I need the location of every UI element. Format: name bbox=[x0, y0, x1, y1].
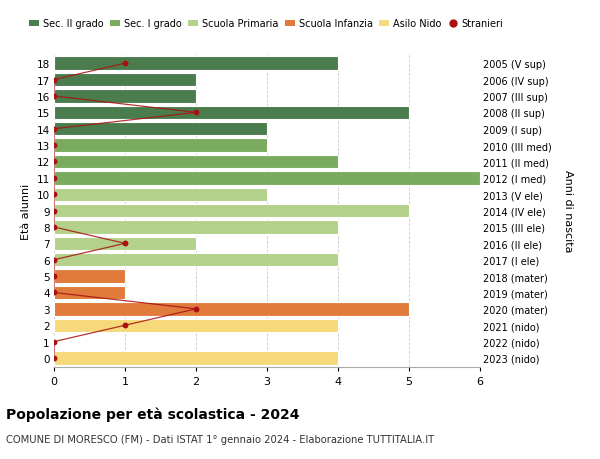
Point bbox=[120, 322, 130, 329]
Point bbox=[49, 354, 59, 362]
Point bbox=[49, 77, 59, 84]
Bar bbox=[54, 221, 338, 234]
Point bbox=[49, 289, 59, 297]
Bar bbox=[54, 139, 267, 152]
Point bbox=[191, 109, 201, 117]
Point bbox=[191, 306, 201, 313]
Point bbox=[49, 224, 59, 231]
Bar bbox=[54, 90, 196, 103]
Point bbox=[49, 142, 59, 150]
Point bbox=[49, 175, 59, 182]
Bar bbox=[54, 188, 267, 202]
Bar bbox=[54, 302, 409, 316]
Bar bbox=[54, 286, 125, 300]
Bar bbox=[54, 57, 338, 71]
Point bbox=[49, 338, 59, 346]
Point bbox=[49, 257, 59, 264]
Point bbox=[49, 273, 59, 280]
Point bbox=[120, 61, 130, 68]
Point bbox=[120, 240, 130, 247]
Bar bbox=[54, 237, 196, 251]
Text: Popolazione per età scolastica - 2024: Popolazione per età scolastica - 2024 bbox=[6, 406, 299, 421]
Bar bbox=[54, 253, 338, 267]
Legend: Sec. II grado, Sec. I grado, Scuola Primaria, Scuola Infanzia, Asilo Nido, Stran: Sec. II grado, Sec. I grado, Scuola Prim… bbox=[29, 19, 503, 29]
Bar bbox=[54, 270, 125, 283]
Point bbox=[49, 126, 59, 133]
Bar bbox=[54, 123, 267, 136]
Point bbox=[49, 158, 59, 166]
Y-axis label: Anni di nascita: Anni di nascita bbox=[563, 170, 572, 252]
Bar bbox=[54, 352, 338, 365]
Bar bbox=[54, 319, 338, 332]
Point bbox=[49, 93, 59, 101]
Text: COMUNE DI MORESCO (FM) - Dati ISTAT 1° gennaio 2024 - Elaborazione TUTTITALIA.IT: COMUNE DI MORESCO (FM) - Dati ISTAT 1° g… bbox=[6, 434, 434, 444]
Y-axis label: Età alunni: Età alunni bbox=[21, 183, 31, 239]
Point bbox=[49, 191, 59, 198]
Bar bbox=[54, 106, 409, 120]
Bar bbox=[54, 172, 480, 185]
Bar bbox=[54, 74, 196, 87]
Bar bbox=[54, 204, 409, 218]
Bar bbox=[54, 156, 338, 169]
Point bbox=[49, 207, 59, 215]
